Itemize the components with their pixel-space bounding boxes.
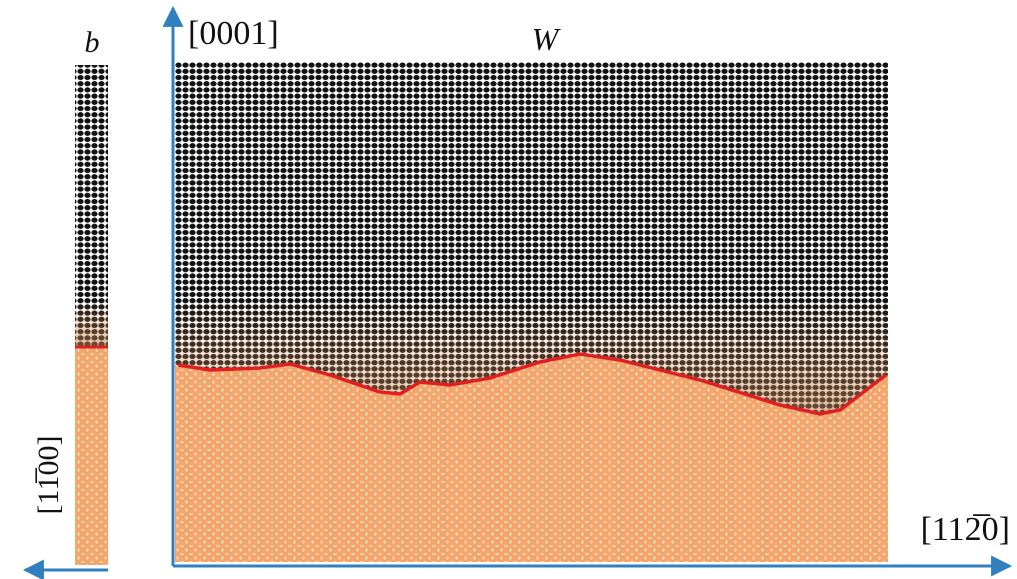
side-column: [75, 65, 108, 565]
side-axis-label: [11̅00]: [32, 436, 65, 515]
panel-label: b: [85, 26, 100, 59]
material-label: W: [532, 21, 562, 57]
figure: b [11̅00] W [0001] [112̅0]: [0, 0, 1017, 579]
vertical-axis-label: [0001]: [188, 15, 279, 52]
main-panel: [175, 62, 888, 562]
horizontal-axis-label: [112̅0]: [921, 511, 1010, 548]
